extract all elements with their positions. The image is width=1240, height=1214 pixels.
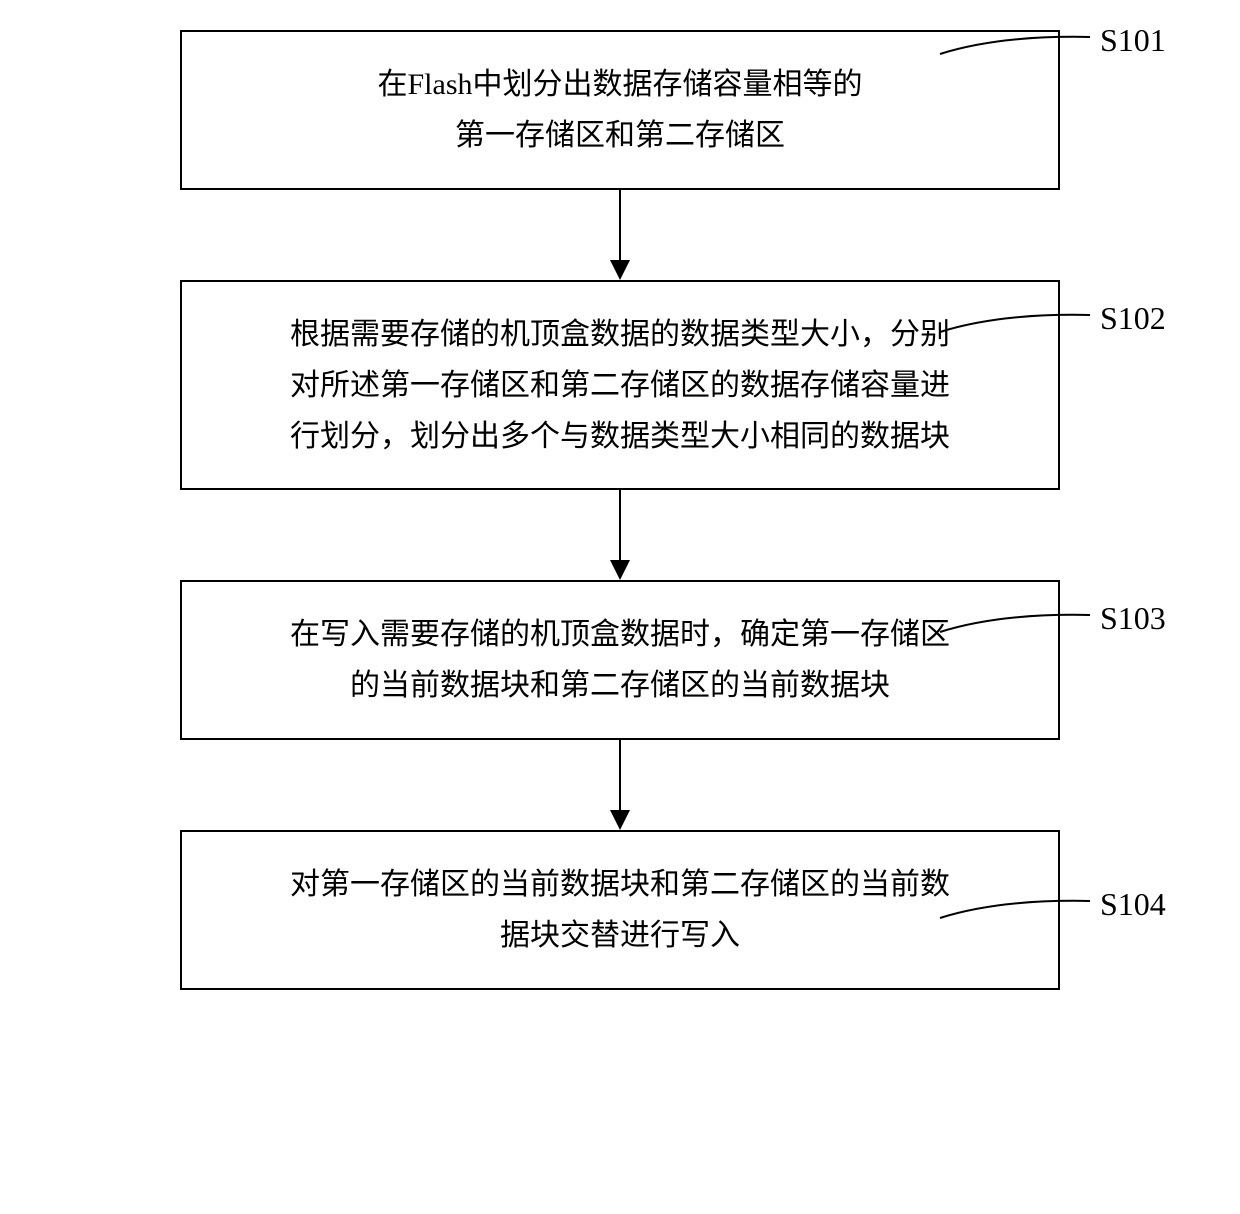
step-label: S103 [1100,600,1166,637]
flow-step-box: 在写入需要存储的机顶盒数据时，确定第一存储区 的当前数据块和第二存储区的当前数据… [180,580,1060,740]
step-label: S102 [1100,300,1166,337]
flow-step-text: 对第一存储区的当前数据块和第二存储区的当前数 据块交替进行写入 [290,859,950,961]
flow-step-box: 根据需要存储的机顶盒数据的数据类型大小，分别 对所述第一存储区和第二存储区的数据… [180,280,1060,490]
flow-step-text: 根据需要存储的机顶盒数据的数据类型大小，分别 对所述第一存储区和第二存储区的数据… [290,309,950,462]
flowchart-container: 在Flash中划分出数据存储容量相等的 第一存储区和第二存储区 根据需要存储的机… [60,30,1180,990]
flow-arrow [180,490,1060,580]
flow-arrow [180,190,1060,280]
step-label: S104 [1100,886,1166,923]
flow-step-text: 在写入需要存储的机顶盒数据时，确定第一存储区 的当前数据块和第二存储区的当前数据… [290,609,950,711]
flow-arrow [180,740,1060,830]
step-label: S101 [1100,22,1166,59]
flow-step-box: 对第一存储区的当前数据块和第二存储区的当前数 据块交替进行写入 [180,830,1060,990]
flow-step-box: 在Flash中划分出数据存储容量相等的 第一存储区和第二存储区 [180,30,1060,190]
flow-step-text: 在Flash中划分出数据存储容量相等的 第一存储区和第二存储区 [377,59,862,161]
